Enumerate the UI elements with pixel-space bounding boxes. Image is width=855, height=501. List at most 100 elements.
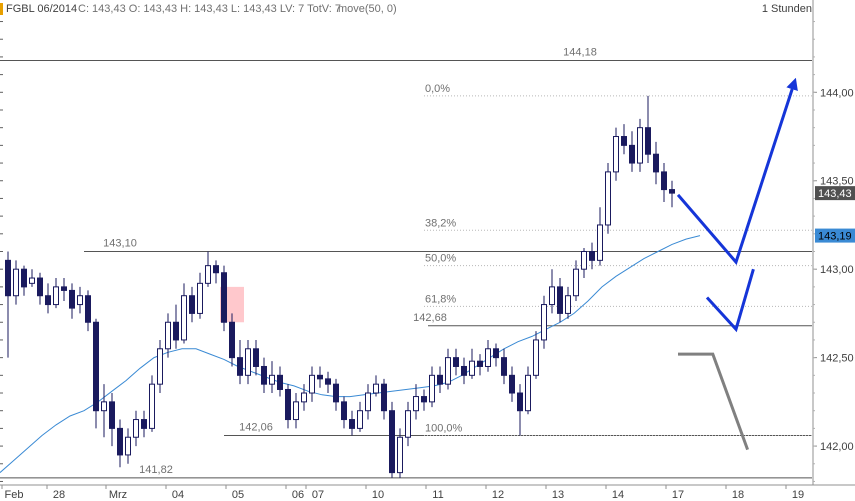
candle-body [653,153,659,173]
candle-body [629,144,635,164]
candle-body [141,419,147,429]
candle-body [413,396,419,412]
candle-body [325,378,331,385]
level-lines: 144,18 143,10 142,68 142,06 141,82 0,0% 38,2% 5… [0,46,812,479]
time-tick-label: 04 [172,489,184,501]
candle-body [301,392,307,403]
candle-body [229,321,235,359]
candle-body [69,289,75,309]
time-tick-label: 06 [292,489,304,501]
candle-body [517,392,523,412]
candle-body [45,295,51,306]
level-label: 141,82 [139,464,173,476]
candle-body [613,136,619,173]
candle-body [389,410,395,474]
candle-body [621,136,627,146]
candle-body [5,259,11,297]
candle-body [381,383,387,412]
candle-body [357,410,363,429]
fib-label: 38,2% [425,217,456,229]
candle-body [261,365,267,385]
candle-body [237,357,243,376]
fib-label: 0,0% [425,83,450,95]
current-price-box [815,186,855,201]
time-tick-label: 13 [552,489,564,501]
fib-label: 100,0% [425,422,463,434]
time-axis: Feb 28 Mrz 04 05 06 07 10 11 12 13 14 17 18 19 [1,485,804,501]
candle-body [373,383,379,394]
candle-body [37,277,43,297]
level-label: 142,68 [413,312,447,324]
candle-body [221,272,227,323]
candle-body [341,401,347,421]
candle-body [77,295,83,306]
header-marker [0,3,3,15]
level-label: 142,06 [239,421,273,433]
time-tick-label: 19 [792,489,804,501]
ohlc-readout: C: 143,43 O: 143,43 H: 143,43 L: 143,43 … [78,3,341,15]
candle-body [213,265,219,274]
price-tick-label: 143,50 [820,176,854,188]
candle-body [493,348,499,359]
level-label: 143,10 [103,238,137,250]
candle-body [189,295,195,314]
candle-body [397,436,403,474]
ma-value-box [815,228,855,243]
candle-body [509,374,515,394]
time-tick-label: 28 [53,489,65,501]
candle-body [589,251,595,261]
candle-body [21,268,27,288]
candle-body [557,286,563,314]
projection-path [678,352,750,451]
candle-body [149,383,155,429]
current-price-label: 143,43 [818,188,852,200]
candle-body [85,295,91,323]
candle-body [477,360,483,367]
candle-body [309,374,315,394]
projection-path [705,268,755,333]
candle-body [253,348,259,367]
candle-body [133,419,139,438]
candle-body [13,268,19,297]
candle-body [157,348,163,385]
chart-header: FGBL 06/2014 C: 143,43 O: 143,43 H: 143,… [0,3,812,15]
candle-body [277,374,283,390]
candle-body [93,321,99,412]
candle-body [453,357,459,367]
fib-label: 50,0% [425,253,456,265]
candle-body [125,436,131,456]
candle-body [645,127,651,155]
candle-body [565,295,571,314]
grid [0,0,855,486]
time-tick-label: 12 [492,489,504,501]
time-tick-label: 18 [732,489,744,501]
candle-body [109,401,115,429]
timeframe-label[interactable]: 1 Stunden [762,3,812,15]
candle-body [53,286,59,306]
candle-body [437,374,443,385]
candle-body [573,268,579,297]
time-tick-label: Feb [5,489,24,501]
price-tick-label: 144,00 [820,87,854,99]
level-label: 144,18 [563,46,597,58]
candle-body [445,357,451,385]
candle-body [269,374,275,385]
symbol-label: FGBL 06/2014 [6,3,77,15]
candle-body [197,282,203,314]
price-tick-label: 142,00 [820,441,854,453]
candle-body [317,374,323,380]
fib-label: 61,8% [425,293,456,305]
candle-body [61,286,67,291]
candle-body [165,321,171,350]
candle-body [117,427,123,456]
time-tick-label: 07 [312,489,324,501]
candle-body [501,357,507,376]
candle-body [29,277,35,284]
candle-body [605,171,611,226]
price-tick-label: 143,00 [820,264,854,276]
price-axis: 142,00 142,50 143,00 143,50 144,00 143,43 143,… [0,21,855,482]
candle-body [285,388,291,421]
candle-body [541,304,547,341]
candle-body [461,365,467,376]
candle-body [525,374,531,412]
